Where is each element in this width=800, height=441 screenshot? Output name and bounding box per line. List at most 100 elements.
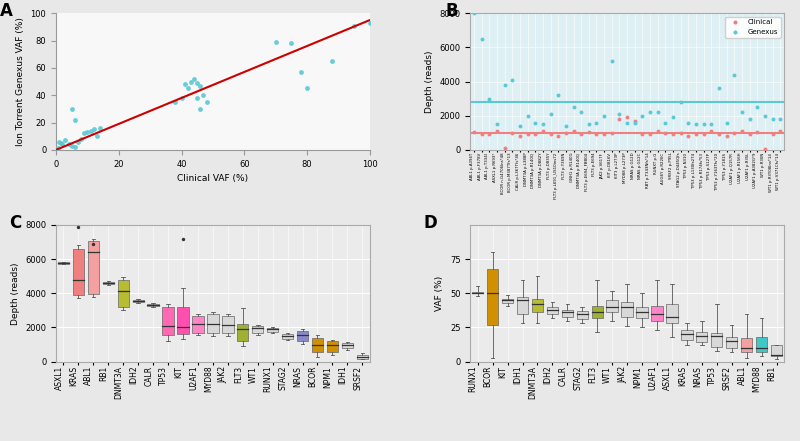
Bar [133,300,144,302]
Point [544,110,557,117]
Point [559,129,572,136]
Point [490,127,503,135]
Point [301,85,314,92]
Bar [178,307,189,334]
Bar [222,316,234,333]
Point [506,129,518,136]
Point [87,126,100,133]
Point [567,104,580,111]
Point [644,131,657,138]
Point [66,142,78,149]
Bar [342,343,353,348]
Bar [502,299,514,303]
Point [522,130,534,137]
Point [659,129,672,136]
Point [285,40,298,47]
Point [690,121,702,128]
Y-axis label: VAF (%): VAF (%) [435,276,444,311]
Point [574,130,587,137]
Point [74,135,87,142]
Point [51,145,64,152]
Point [326,57,338,64]
Legend: Clinical, Genexus: Clinical, Genexus [725,17,781,38]
Point [90,133,103,140]
Point [514,123,526,130]
Point [194,105,206,112]
Bar [162,307,174,335]
Point [651,127,664,135]
Point [72,223,85,230]
Bar [741,338,752,352]
Point [475,35,488,42]
Point [666,131,679,138]
Point [613,116,626,123]
Point [537,127,550,135]
Point [636,130,649,137]
Point [522,112,534,119]
Bar [147,304,159,306]
Point [690,130,702,137]
Bar [88,241,99,294]
Point [59,137,72,144]
Point [720,133,733,140]
Point [621,114,634,121]
Point [698,131,710,138]
Point [468,128,481,135]
Point [71,138,84,145]
Bar [58,262,69,264]
Bar [207,314,218,333]
Point [628,119,641,126]
Point [598,131,610,138]
Point [529,131,542,138]
Point [483,131,496,138]
Text: B: B [445,2,458,20]
Point [674,98,687,105]
Bar [606,300,618,312]
Bar [517,297,528,314]
X-axis label: Clinical VAF (%): Clinical VAF (%) [178,174,249,183]
Point [705,127,718,135]
Point [94,124,106,131]
Point [751,104,764,111]
Point [728,71,741,78]
Point [743,130,756,137]
Bar [546,307,558,314]
Bar [237,324,249,341]
Bar [252,326,263,333]
Bar [591,306,603,318]
Bar [357,355,368,359]
Point [758,146,771,153]
Point [636,112,649,119]
Point [713,85,726,92]
Point [590,131,603,138]
Point [713,130,726,137]
Point [559,123,572,130]
Y-axis label: Depth (reads): Depth (reads) [425,50,434,113]
Point [468,10,481,17]
Point [363,19,376,26]
Bar [636,307,648,318]
Bar [73,249,84,295]
Point [197,92,210,99]
Bar [726,337,738,348]
Point [567,127,580,135]
Bar [756,337,767,352]
Point [194,82,206,89]
Point [666,114,679,121]
Point [774,116,786,123]
Point [574,109,587,116]
Point [758,112,771,119]
Point [582,121,595,128]
Point [735,127,748,135]
Point [53,138,66,145]
Bar [312,338,323,352]
Point [490,121,503,128]
Point [606,129,618,136]
Bar [267,328,278,332]
Point [69,144,82,151]
Point [621,119,634,126]
Bar [472,292,483,293]
Point [644,109,657,116]
Point [191,79,204,86]
Bar [102,282,114,284]
